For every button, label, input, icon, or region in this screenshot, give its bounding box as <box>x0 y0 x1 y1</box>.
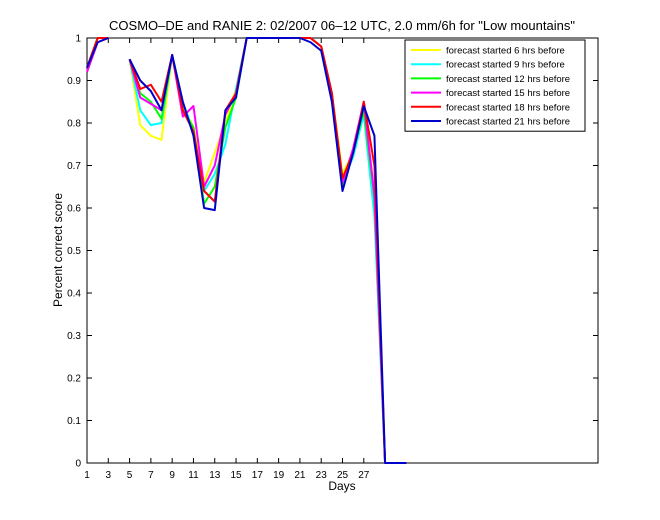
legend-label-2: forecast started 9 hrs before <box>446 60 565 71</box>
x-tick-label: 13 <box>209 470 221 481</box>
x-tick-label: 11 <box>188 470 199 481</box>
x-tick-label: 23 <box>316 470 328 481</box>
y-tick-label: 0.5 <box>67 246 81 257</box>
y-tick-label: 0.4 <box>67 289 81 300</box>
legend-label-3: forecast started 12 hrs before <box>446 74 570 85</box>
x-tick-label: 9 <box>169 470 175 481</box>
x-tick-label: 7 <box>148 470 154 481</box>
x-tick-label: 21 <box>294 470 306 481</box>
x-tick-label: 3 <box>106 470 112 481</box>
y-tick-label: 0 <box>75 459 81 470</box>
y-tick-label: 0.8 <box>67 119 81 130</box>
y-tick-label: 0.1 <box>67 416 81 427</box>
chart-title: COSMO–DE and RANIE 2: 02/2007 06–12 UTC,… <box>109 18 575 33</box>
x-tick-label: 5 <box>127 470 133 481</box>
x-tick-label: 27 <box>358 470 370 481</box>
x-tick-label: 17 <box>252 470 264 481</box>
series-line-6 <box>86 37 407 464</box>
x-tick-label: 25 <box>337 470 349 481</box>
y-axis-label: Percent correct score <box>51 193 65 307</box>
legend-label-1: forecast started 6 hrs before <box>446 46 565 57</box>
legend-label-5: forecast started 18 hrs before <box>446 102 570 113</box>
y-tick-label: 1 <box>75 34 81 45</box>
y-tick-label: 0.6 <box>67 204 81 215</box>
y-tick-label: 0.9 <box>67 76 81 87</box>
x-tick-label: 15 <box>230 470 242 481</box>
legend-label-6: forecast started 21 hrs before <box>446 117 570 128</box>
y-tick-label: 0.7 <box>67 161 81 172</box>
x-axis-label: Days <box>328 479 355 493</box>
legend: forecast started 6 hrs before forecast st… <box>404 39 586 132</box>
y-tick-label: 0.2 <box>67 374 81 385</box>
legend-label-4: forecast started 15 hrs before <box>446 88 570 99</box>
legend-box <box>404 39 586 132</box>
x-tick-label: 1 <box>84 470 90 481</box>
y-tick-label: 0.3 <box>67 331 81 342</box>
plot-area: 1 3 5 7 9 11 13 15 17 19 21 23 25 2700.10.20.30.40.50… <box>67 34 599 481</box>
x-tick-label: 19 <box>273 470 285 481</box>
